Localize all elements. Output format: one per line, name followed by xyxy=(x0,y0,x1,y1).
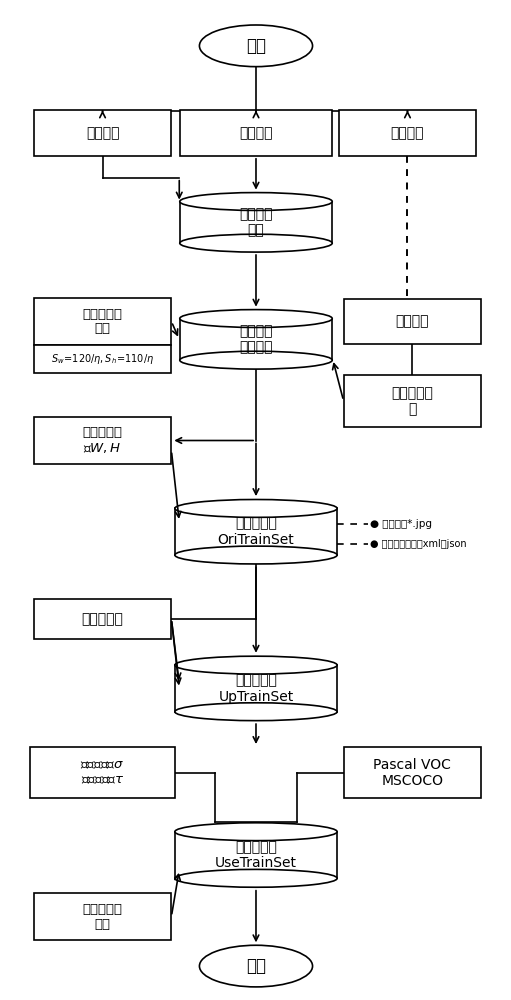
Text: 定义样本框
小$W,H$: 定义样本框 小$W,H$ xyxy=(83,426,123,455)
Text: Pascal VOC
MSCOCO: Pascal VOC MSCOCO xyxy=(374,758,451,788)
FancyBboxPatch shape xyxy=(180,319,332,360)
Text: 随机正确性
查看: 随机正确性 查看 xyxy=(83,903,123,931)
FancyBboxPatch shape xyxy=(34,893,171,940)
FancyBboxPatch shape xyxy=(339,110,476,156)
Ellipse shape xyxy=(175,823,337,841)
Text: 网络爬虫: 网络爬虫 xyxy=(86,126,119,140)
Text: 完整性检测: 完整性检测 xyxy=(82,612,124,626)
Text: 原始样本集
OriTrainSet: 原始样本集 OriTrainSet xyxy=(218,517,294,547)
Ellipse shape xyxy=(199,25,313,67)
Text: ● 标注文件格式：xml，json: ● 标注文件格式：xml，json xyxy=(370,539,467,549)
Ellipse shape xyxy=(175,546,337,564)
FancyBboxPatch shape xyxy=(180,202,332,243)
Ellipse shape xyxy=(180,351,332,369)
Text: 目标框计算
规则: 目标框计算 规则 xyxy=(83,308,123,336)
Text: 遥感影像: 遥感影像 xyxy=(396,314,429,328)
Text: 更新样本集
UpTrainSet: 更新样本集 UpTrainSet xyxy=(218,673,294,704)
FancyBboxPatch shape xyxy=(180,110,332,156)
Ellipse shape xyxy=(180,310,332,327)
Ellipse shape xyxy=(180,234,332,252)
FancyBboxPatch shape xyxy=(175,665,337,712)
FancyBboxPatch shape xyxy=(34,345,171,373)
FancyBboxPatch shape xyxy=(34,599,171,639)
Ellipse shape xyxy=(175,869,337,887)
Text: 结束: 结束 xyxy=(246,957,266,975)
Text: 训练样本集
UseTrainSet: 训练样本集 UseTrainSet xyxy=(215,840,297,870)
Ellipse shape xyxy=(180,193,332,210)
Text: 目标点位
数据: 目标点位 数据 xyxy=(239,207,273,237)
FancyBboxPatch shape xyxy=(343,299,481,344)
Text: 测试集占比$\sigma$
验证集占比$\tau$: 测试集占比$\sigma$ 验证集占比$\tau$ xyxy=(80,759,125,787)
FancyBboxPatch shape xyxy=(34,110,171,156)
FancyBboxPatch shape xyxy=(34,298,171,345)
Text: 遥感影像: 遥感影像 xyxy=(391,126,424,140)
Text: 样本生成规
则: 样本生成规 则 xyxy=(391,386,433,416)
FancyBboxPatch shape xyxy=(175,832,337,878)
FancyBboxPatch shape xyxy=(34,417,171,464)
Ellipse shape xyxy=(175,500,337,517)
Text: 人工标记: 人工标记 xyxy=(239,126,273,140)
FancyBboxPatch shape xyxy=(175,508,337,555)
Text: 开始: 开始 xyxy=(246,37,266,55)
Ellipse shape xyxy=(175,656,337,674)
FancyBboxPatch shape xyxy=(343,375,481,427)
Text: ● 图片格式*.jpg: ● 图片格式*.jpg xyxy=(370,519,432,529)
FancyBboxPatch shape xyxy=(343,747,481,798)
Text: $S_w\!=\!120/\eta,S_h\!=\!110/\eta$: $S_w\!=\!120/\eta,S_h\!=\!110/\eta$ xyxy=(51,352,154,366)
Ellipse shape xyxy=(175,703,337,721)
Ellipse shape xyxy=(199,945,313,987)
Text: 目标点矩
形框标注: 目标点矩 形框标注 xyxy=(239,324,273,354)
FancyBboxPatch shape xyxy=(30,747,175,798)
